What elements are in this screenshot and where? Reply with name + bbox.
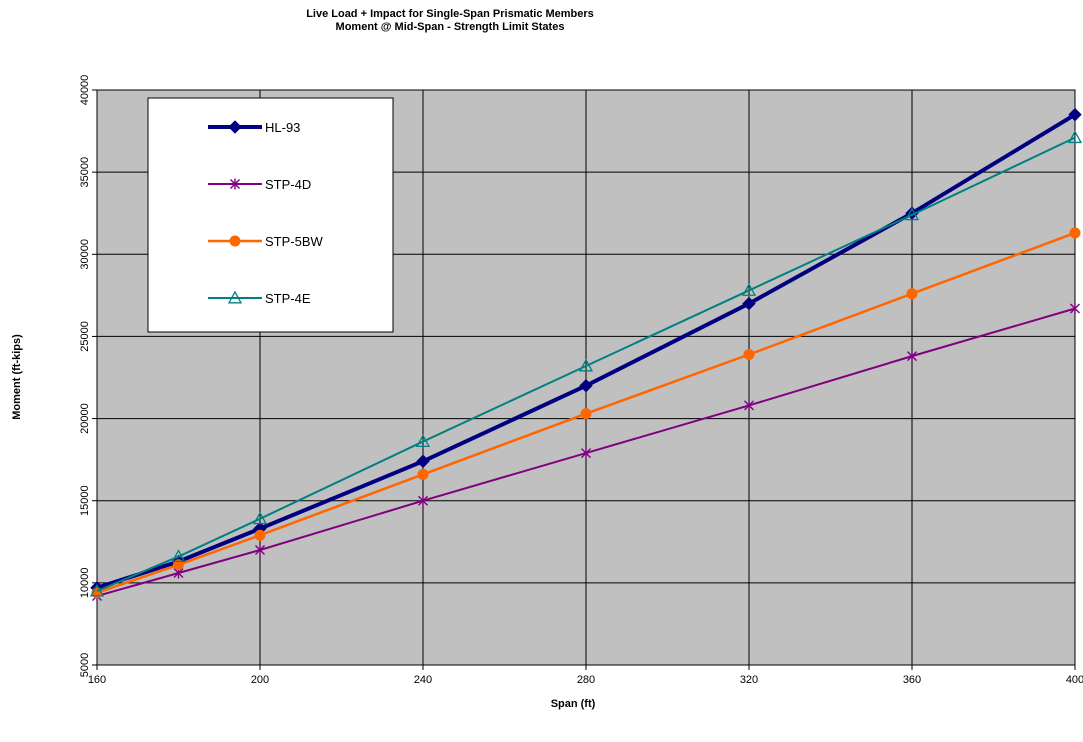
chart-title: Live Load + Impact for Single-Span Prism… (306, 8, 594, 20)
data-point (416, 454, 430, 468)
data-point (254, 529, 266, 541)
data-point (171, 549, 186, 563)
legend-item: STP-5BW (208, 234, 324, 249)
legend-label: STP-4E (265, 291, 311, 306)
series-line (96, 231, 1076, 594)
y-tick-label: 25000 (79, 321, 91, 352)
data-point (252, 511, 268, 525)
y-tick-label: 40000 (79, 75, 91, 106)
x-tick-label: 280 (577, 674, 595, 686)
y-tick-label: 10000 (79, 568, 91, 599)
data-point (743, 349, 755, 360)
data-point (1067, 130, 1083, 144)
data-point (580, 408, 592, 420)
data-point (255, 544, 265, 556)
legend: HL-93 STP-4D STP-5BW STP-4E (147, 97, 394, 333)
x-tick-label: 400 (1066, 674, 1083, 686)
data-point (415, 434, 431, 448)
data-point (581, 447, 591, 459)
y-tick-label: 35000 (79, 157, 91, 188)
data-point (744, 399, 754, 411)
legend-label: STP-4D (265, 177, 311, 192)
data-point (1069, 227, 1081, 239)
legend-label: HL-93 (265, 120, 300, 135)
legend-marker (230, 178, 240, 190)
y-tick-label: 15000 (79, 485, 91, 516)
data-point (742, 296, 756, 311)
legend-label: STP-5BW (265, 234, 324, 249)
legend-item: STP-4D (208, 177, 311, 192)
series-stp-5bw (91, 227, 1081, 599)
x-axis-label: Span (ft) (551, 698, 596, 710)
y-tick-label: 30000 (79, 239, 91, 270)
legend-box (147, 97, 394, 333)
legend-marker (228, 120, 242, 134)
x-tick-label: 200 (251, 674, 269, 686)
y-axis-ticks: 5000 10000 15000 20000 25000 30000 35000 40000 (79, 75, 97, 677)
x-tick-label: 320 (740, 674, 758, 686)
legend-marker (229, 235, 241, 247)
data-point (89, 583, 105, 597)
data-point (417, 468, 429, 480)
series-stp-4e (89, 130, 1083, 597)
x-tick-label: 160 (88, 674, 106, 686)
data-point (1070, 303, 1080, 314)
chart-subtitle: Moment @ Mid-Span - Strength Limit State… (335, 21, 565, 33)
series-layer (89, 107, 1083, 602)
data-point (741, 283, 757, 296)
y-axis-label: Moment (ft-kips) (11, 334, 23, 420)
y-tick-label: 20000 (79, 403, 91, 434)
grid-lines (97, 90, 1075, 665)
x-axis-ticks: 160 200 240 280 320 360 400 (88, 665, 1083, 686)
data-point (578, 358, 594, 372)
data-point (1068, 107, 1082, 122)
data-point (906, 288, 918, 300)
data-point (173, 559, 184, 571)
data-point (579, 379, 593, 393)
data-point (907, 350, 917, 362)
legend-item: HL-93 (208, 120, 300, 135)
legend-marker (227, 290, 243, 304)
series-line (96, 136, 1076, 592)
legend-item: STP-4E (208, 290, 311, 306)
series-line (96, 307, 1076, 597)
x-tick-label: 240 (414, 674, 432, 686)
data-point (904, 207, 920, 221)
x-tick-label: 360 (903, 674, 921, 686)
y-tick-label: 5000 (79, 653, 91, 677)
data-point (418, 495, 428, 507)
